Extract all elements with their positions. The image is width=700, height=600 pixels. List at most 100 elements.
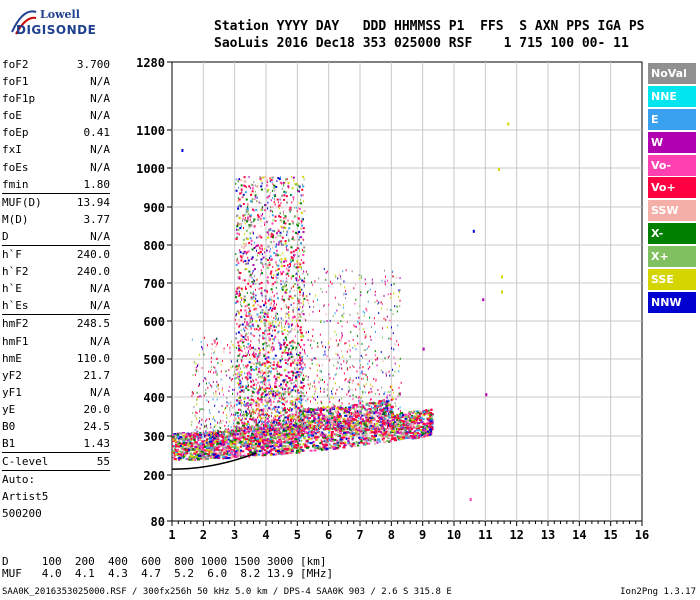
param-name: Auto: [2,473,36,487]
echo-point [279,372,281,375]
echo-point [292,433,296,436]
echo-point [321,417,324,420]
echo-point [416,425,420,428]
echo-point [361,432,365,435]
echo-point [389,427,393,430]
echo-point [405,426,409,429]
echo-point [255,328,258,331]
echo-point [364,424,367,427]
echo-point [376,427,379,430]
echo-point [286,418,289,421]
echo-point [278,272,280,275]
echo-point [250,327,252,330]
echo-point [267,329,270,332]
echo-point [255,364,257,367]
echo-point [258,419,260,422]
echo-point [272,390,275,393]
echo-point [298,275,300,278]
echo-point [290,382,293,385]
y-tick-label: 600 [143,315,165,329]
echo-point [343,428,347,431]
echo-point [278,452,281,455]
echo-point [247,381,249,384]
echo-point [289,415,292,418]
echo-point [354,416,358,419]
param-name: foF1 [2,75,29,89]
echo-point [180,443,183,446]
param-row: foF1 N/A [2,73,110,90]
echo-point [297,299,300,302]
echo-point [330,432,333,435]
echo-point [296,273,298,276]
echo-point [293,294,296,297]
echo-point [240,300,242,303]
echo-point [246,377,248,380]
echo-point [173,452,176,455]
echo-point [299,265,302,268]
echo-point [285,315,287,318]
echo-point [256,437,260,440]
echo-point [253,450,257,453]
echo-point [326,435,330,438]
echo-point [371,434,374,437]
echo-point [287,371,290,374]
echo-point [262,445,265,448]
echo-point [270,401,272,404]
echo-point [179,436,183,439]
echo-point [275,450,278,453]
echo-point [283,448,287,451]
echo-point [427,409,430,412]
echo-point [272,229,274,232]
echo-point [254,419,256,422]
echo-point [240,315,243,318]
echo-point [281,406,283,409]
echo-point [289,380,291,383]
echo-point [252,416,254,419]
echo-point [362,405,365,408]
echo-point [399,438,403,441]
echo-point [288,275,290,278]
echo-point [283,328,286,331]
echo-point [247,303,250,306]
echo-point [259,436,262,439]
echo-point [296,363,299,366]
echo-point [292,374,295,377]
echo-point [248,185,251,188]
echo-point [319,421,323,424]
echo-point [227,438,230,441]
echo-point [297,330,299,333]
echo-point [284,284,287,287]
echo-point [301,359,303,362]
echo-point [278,419,281,422]
echo-point [296,224,299,227]
echo-point [202,449,206,452]
echo-point [275,424,277,427]
echo-point [320,440,323,443]
echo-point [258,439,262,442]
echo-point [283,351,285,354]
echo-point [248,406,250,409]
echo-point [295,379,298,382]
echo-point [237,197,239,200]
echo-point [312,420,316,423]
echo-point [288,295,290,298]
echo-point [285,419,287,422]
echo-point [299,426,301,429]
echo-point [284,409,287,412]
echo-point [302,272,304,275]
echo-point [254,301,256,304]
echo-point [290,303,292,306]
echo-point [236,312,238,315]
echo-point [388,413,391,416]
echo-point [294,416,296,419]
echo-point [255,409,257,412]
echo-point [354,412,357,415]
echo-point [328,443,331,446]
param-row: fmin 1.80 [2,176,110,193]
echo-point [260,423,262,426]
echo-point [275,269,277,272]
echo-point [281,206,283,209]
echo-point [300,356,303,359]
echo-point [284,359,287,362]
echo-point [336,423,340,426]
